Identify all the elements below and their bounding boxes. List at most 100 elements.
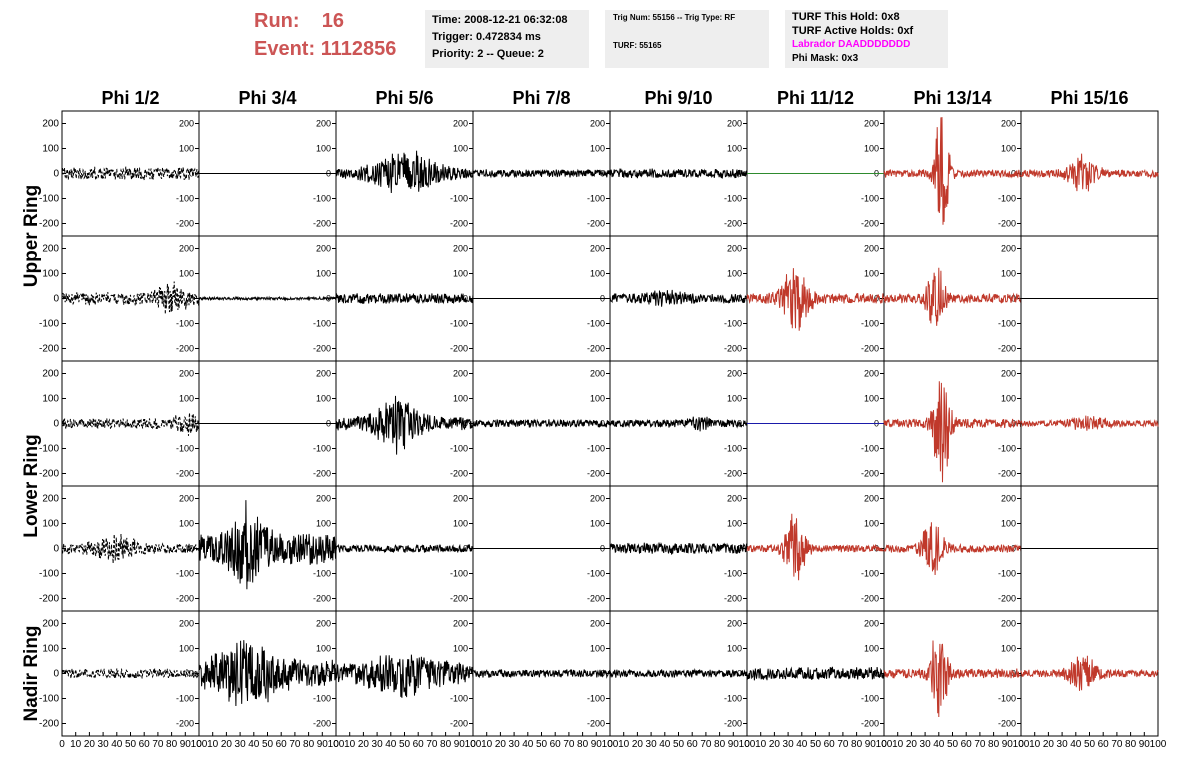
y-tick-label: -100 xyxy=(587,194,605,204)
priority-text: Priority: 2 -- Queue: 2 xyxy=(432,48,544,60)
waveform-trace xyxy=(609,416,748,432)
waveform-trace xyxy=(746,666,885,681)
y-tick-label: 100 xyxy=(727,394,742,404)
y-tick-label: -100 xyxy=(861,194,879,204)
waveform-trace xyxy=(335,293,474,305)
x-tick-label: 60 xyxy=(550,739,562,750)
y-tick-label: 200 xyxy=(1001,494,1016,504)
x-tick-label: 30 xyxy=(783,739,795,750)
y-tick-label: 200 xyxy=(727,244,742,254)
y-tick-label: 100 xyxy=(316,519,331,529)
y-tick-label: 200 xyxy=(316,494,331,504)
y-tick-label: 0 xyxy=(189,169,194,179)
y-tick-label: -200 xyxy=(176,594,194,604)
x-tick-label: 80 xyxy=(851,739,863,750)
y-tick-label: 200 xyxy=(42,369,59,380)
x-tick-label: 30 xyxy=(98,739,110,750)
y-tick-label: 200 xyxy=(1001,369,1016,379)
y-tick-label: 0 xyxy=(737,544,742,554)
waveform-trace xyxy=(335,654,474,698)
x-tick-label: 100 xyxy=(1150,739,1167,750)
turf-active-holds-text: TURF Active Holds: 0xf xyxy=(792,25,914,37)
y-tick-label: 200 xyxy=(1001,619,1016,629)
y-tick-label: 100 xyxy=(42,394,59,405)
y-tick-label: -100 xyxy=(861,319,879,329)
x-tick-label: 80 xyxy=(440,739,452,750)
waveform-trace xyxy=(335,543,474,554)
y-tick-label: 100 xyxy=(864,269,879,279)
x-tick-label: 100 xyxy=(739,739,756,750)
y-tick-label: -100 xyxy=(998,194,1016,204)
x-tick-label: 80 xyxy=(303,739,315,750)
panel-frame xyxy=(61,610,200,737)
y-tick-label: -100 xyxy=(450,694,468,704)
y-tick-label: 200 xyxy=(453,119,468,129)
x-tick-label: 70 xyxy=(426,739,438,750)
x-tick-label: 100 xyxy=(191,739,208,750)
y-tick-label: 200 xyxy=(179,369,194,379)
turf-text: TURF: 55165 xyxy=(613,41,662,50)
x-tick-label: 20 xyxy=(221,739,233,750)
column-header: Phi 9/10 xyxy=(644,88,712,108)
y-tick-label: 200 xyxy=(42,494,59,505)
y-tick-label: 100 xyxy=(316,394,331,404)
y-tick-label: -100 xyxy=(450,444,468,454)
waveform-trace xyxy=(609,289,748,307)
x-tick-label: 90 xyxy=(591,739,603,750)
y-tick-label: 200 xyxy=(316,119,331,129)
y-tick-label: 100 xyxy=(727,644,742,654)
x-tick-label: 10 xyxy=(618,739,630,750)
y-tick-label: 200 xyxy=(727,119,742,129)
x-tick-label: 20 xyxy=(769,739,781,750)
y-tick-label: -200 xyxy=(861,344,879,354)
y-tick-label: -100 xyxy=(724,569,742,579)
y-tick-label: 100 xyxy=(864,144,879,154)
y-tick-label: 0 xyxy=(53,294,59,305)
y-tick-label: -200 xyxy=(998,469,1016,479)
y-tick-label: 100 xyxy=(864,519,879,529)
event-label-text: Event: xyxy=(254,38,316,60)
y-tick-label: 200 xyxy=(42,244,59,255)
trigger-text: Trigger: 0.472834 ms xyxy=(432,31,541,43)
y-tick-label: 100 xyxy=(590,644,605,654)
x-tick-label: 40 xyxy=(385,739,397,750)
y-tick-label: -200 xyxy=(587,219,605,229)
y-tick-label: 100 xyxy=(1001,644,1016,654)
y-tick-label: -100 xyxy=(587,319,605,329)
run-number: 16 xyxy=(321,10,345,32)
ring-label: Upper Ring xyxy=(21,185,42,287)
turf-this-hold-text: TURF This Hold: 0x8 xyxy=(792,11,900,23)
y-tick-label: 100 xyxy=(1001,394,1016,404)
x-tick-label: 30 xyxy=(1057,739,1069,750)
ring-label: Nadir Ring xyxy=(21,625,42,721)
x-tick-label: 100 xyxy=(1013,739,1030,750)
x-tick-label: 100 xyxy=(465,739,482,750)
waveform-trace xyxy=(472,418,611,429)
y-tick-label: -200 xyxy=(450,469,468,479)
y-tick-label: -100 xyxy=(313,569,331,579)
waveform-trace xyxy=(609,667,748,679)
x-tick-label: 0 xyxy=(607,739,613,750)
event-label: Event: 1112856 xyxy=(254,38,396,61)
x-tick-label: 10 xyxy=(1029,739,1041,750)
waveform-trace xyxy=(61,412,200,436)
y-tick-label: -100 xyxy=(176,694,194,704)
x-tick-label: 30 xyxy=(235,739,247,750)
y-tick-label: -200 xyxy=(313,219,331,229)
y-tick-label: -100 xyxy=(313,319,331,329)
y-tick-label: 100 xyxy=(727,519,742,529)
x-tick-label: 10 xyxy=(207,739,219,750)
y-tick-label: 0 xyxy=(326,669,331,679)
time-text: Time: 2008-12-21 06:32:08 xyxy=(432,14,568,26)
y-tick-label: 100 xyxy=(179,144,194,154)
y-tick-label: -100 xyxy=(313,194,331,204)
y-tick-label: 100 xyxy=(179,269,194,279)
x-tick-label: 40 xyxy=(522,739,534,750)
y-tick-label: -100 xyxy=(998,444,1016,454)
y-tick-label: -200 xyxy=(39,719,59,730)
y-tick-label: 100 xyxy=(42,519,59,530)
y-tick-label: -100 xyxy=(861,569,879,579)
x-tick-label: 70 xyxy=(700,739,712,750)
x-tick-label: 50 xyxy=(810,739,822,750)
